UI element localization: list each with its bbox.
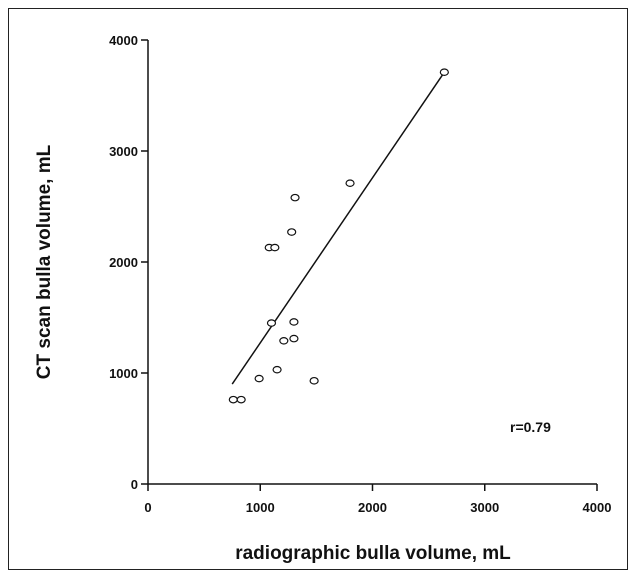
x-tick-label: 1000 — [246, 500, 275, 515]
y-tick-label: 0 — [131, 477, 138, 492]
y-ticks: 0 1000 2000 3000 4000 — [109, 33, 148, 492]
data-point — [254, 374, 264, 383]
data-point — [290, 193, 300, 202]
x-tick-label: 2000 — [358, 500, 387, 515]
regression-line — [231, 71, 445, 385]
data-point — [236, 395, 246, 404]
data-point — [287, 228, 297, 236]
y-tick-label: 4000 — [109, 33, 138, 48]
data-point — [228, 395, 238, 404]
data-point — [289, 334, 299, 343]
x-axis-title: radiographic bulla volume, mL — [235, 543, 511, 564]
data-point — [289, 318, 299, 326]
data-point — [266, 319, 277, 327]
x-ticks: 0 1000 2000 3000 4000 — [144, 484, 611, 515]
correlation-annotation: r=0.79 — [510, 419, 551, 435]
data-point — [345, 179, 355, 187]
data-point — [270, 243, 280, 252]
x-tick-label: 4000 — [583, 500, 612, 515]
data-points — [228, 68, 449, 404]
data-point — [279, 337, 289, 345]
y-axis-title: CT scan bulla volume, mL — [34, 144, 55, 379]
data-point — [439, 68, 449, 76]
y-tick-label: 2000 — [109, 255, 138, 270]
data-point — [309, 376, 319, 385]
x-tick-label: 3000 — [470, 500, 499, 515]
figure-frame — [8, 8, 628, 570]
data-point — [272, 365, 282, 374]
y-tick-label: 1000 — [109, 366, 138, 381]
axes — [147, 40, 597, 485]
x-tick-label: 0 — [144, 500, 151, 515]
y-tick-label: 3000 — [109, 144, 138, 159]
